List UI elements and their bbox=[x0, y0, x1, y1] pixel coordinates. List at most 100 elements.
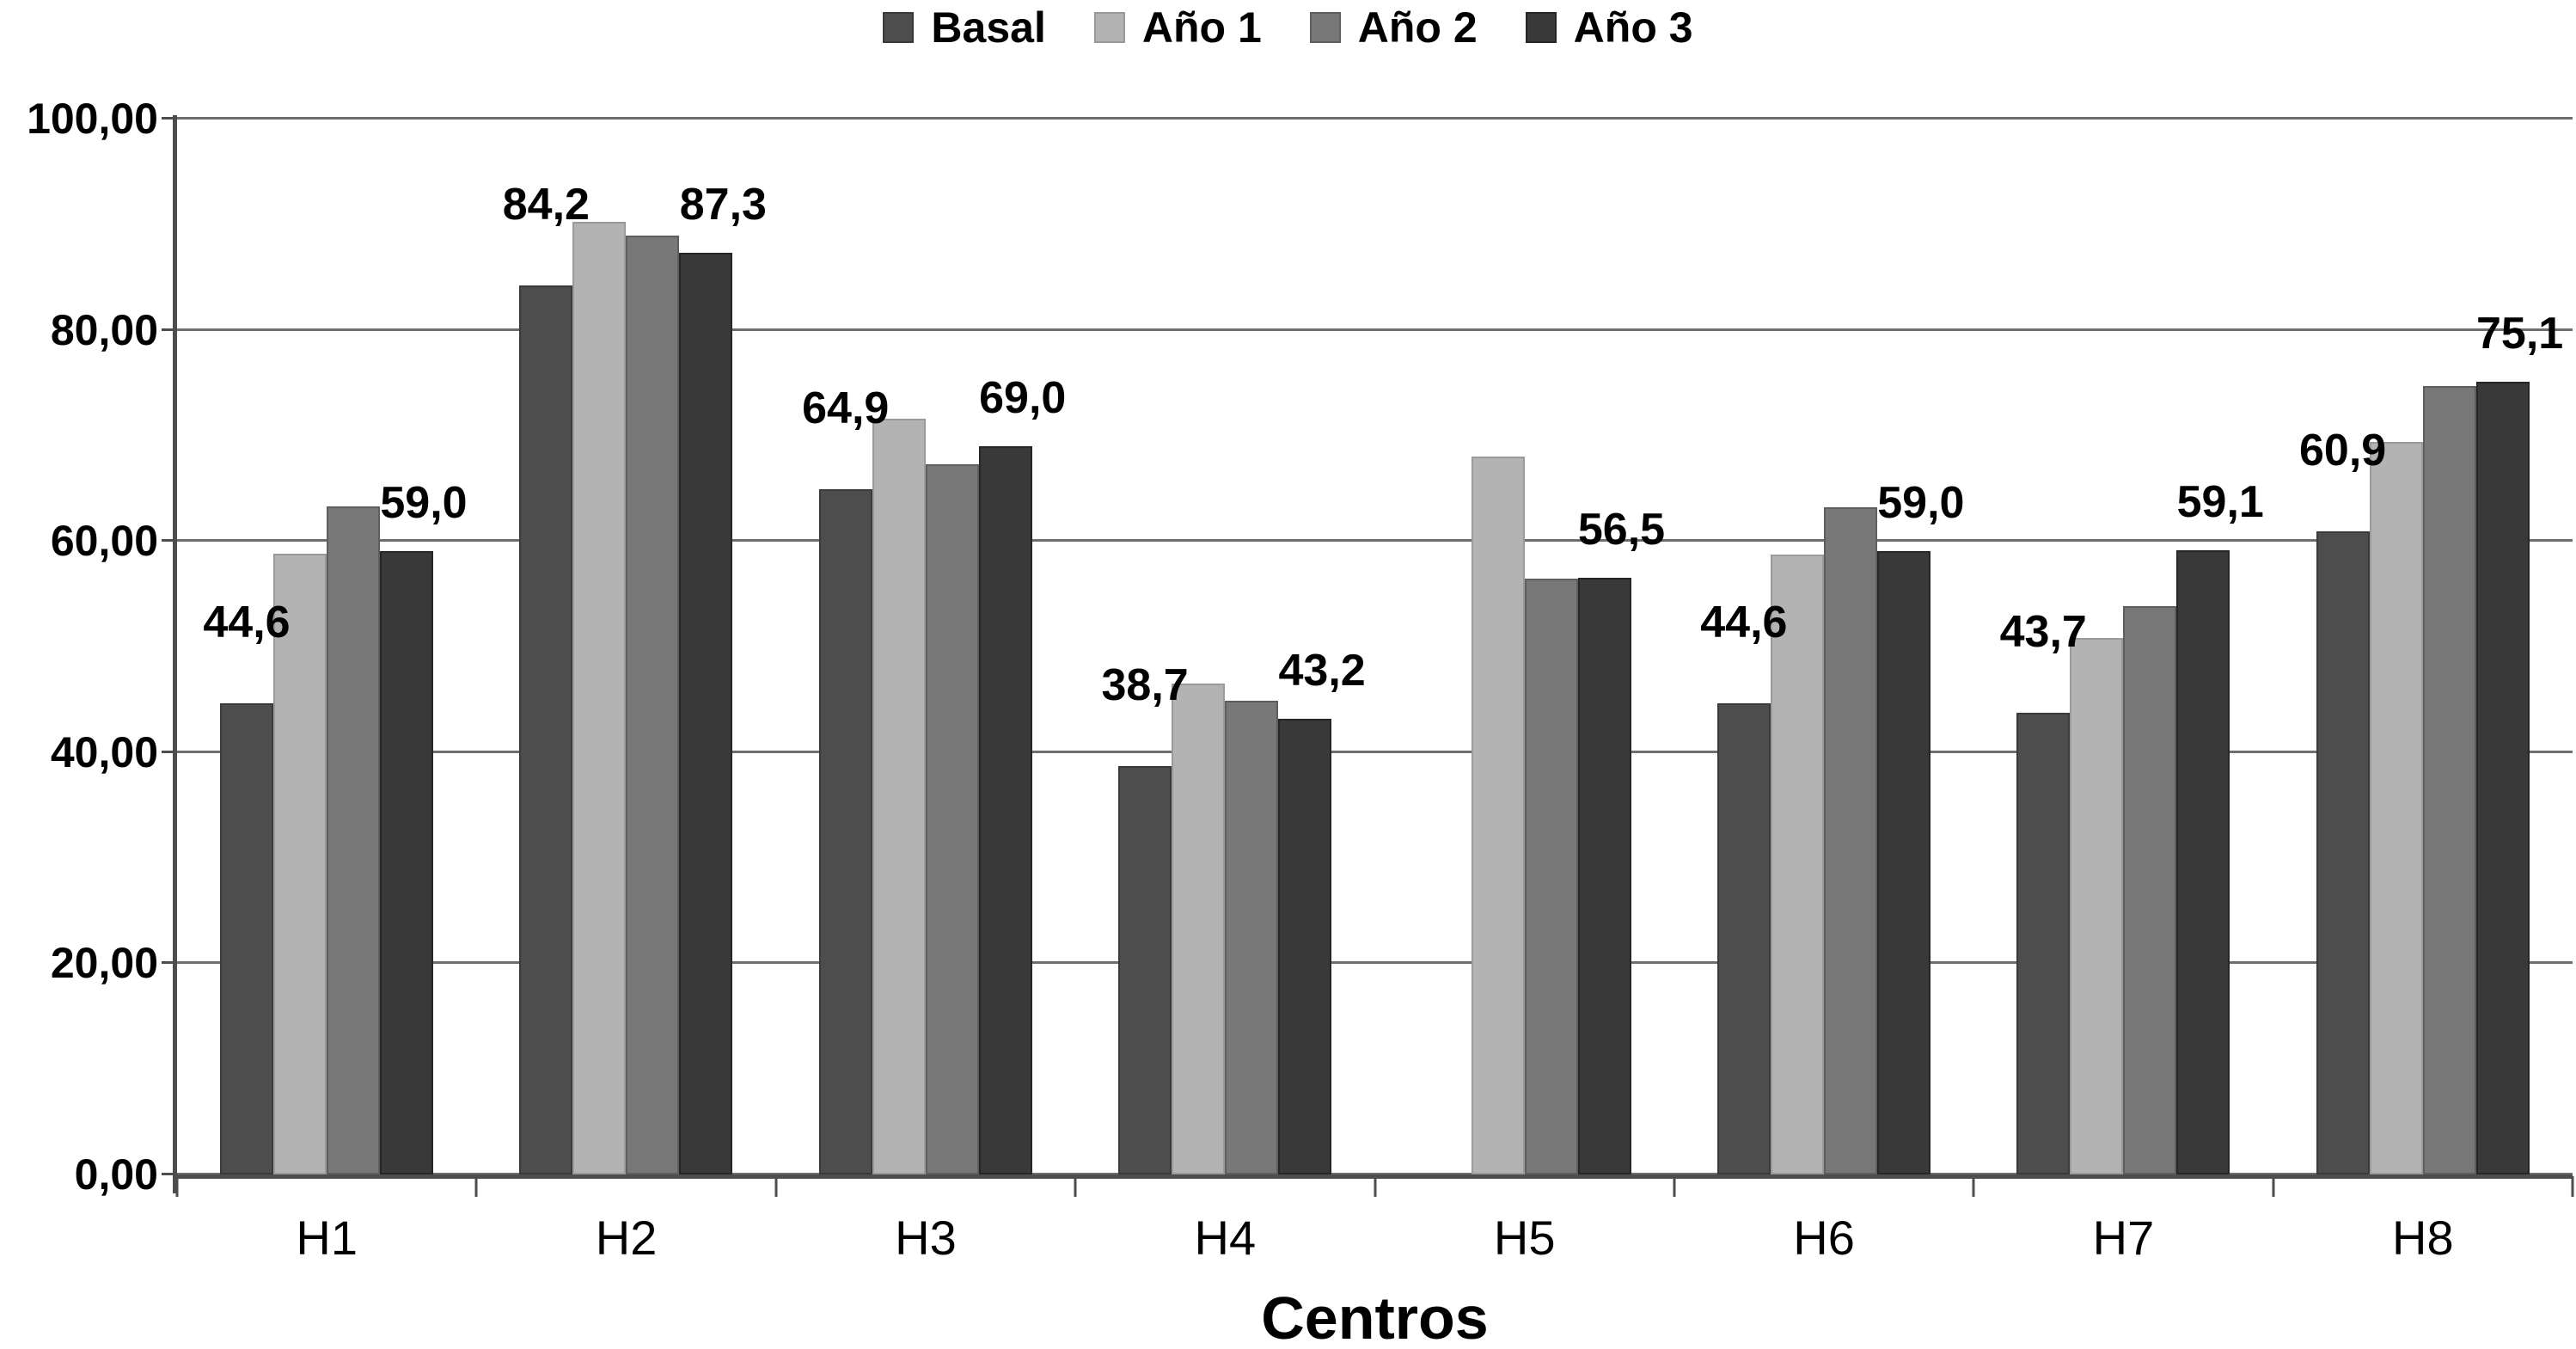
x-axis-title: Centros bbox=[1261, 1285, 1489, 1349]
y-tick-mark bbox=[162, 1173, 177, 1175]
bar-h5-ano1 bbox=[1471, 456, 1525, 1174]
bar-h3-basal bbox=[818, 489, 872, 1174]
bar-h1-ano1 bbox=[273, 553, 327, 1174]
bar-h5-ano2 bbox=[1524, 579, 1578, 1174]
bar-h6-ano1 bbox=[1770, 555, 1824, 1174]
bar-group-h4: 38,7 43,2 bbox=[1075, 119, 1374, 1174]
bar-h3-ano3 bbox=[978, 445, 1032, 1174]
bar-group-h6: 44,6 59,0 bbox=[1674, 119, 1973, 1174]
y-tick-label: 0,00 bbox=[74, 1150, 158, 1199]
bar-h4-ano1 bbox=[1172, 683, 1226, 1174]
data-label-ano3-h6: 59,0 bbox=[1877, 478, 1965, 529]
data-label-ano3-h4: 43,2 bbox=[1278, 645, 1366, 696]
bar-h6-basal bbox=[1716, 703, 1771, 1174]
y-tick-mark bbox=[162, 961, 177, 965]
bar-h4-ano3 bbox=[1278, 718, 1332, 1174]
bar-group-h8: 60,9 75,1 bbox=[2273, 119, 2573, 1174]
category-label-h1: H1 bbox=[296, 1211, 358, 1265]
data-label-basal-h2: 84,2 bbox=[502, 180, 590, 230]
y-tick-mark bbox=[162, 750, 177, 753]
bar-h1-basal bbox=[220, 703, 273, 1174]
bar-h8-ano2 bbox=[2422, 385, 2476, 1174]
legend: Basal Año 1 Año 2 Año 3 bbox=[0, 0, 2576, 55]
data-label-ano3-h3: 69,0 bbox=[979, 372, 1067, 423]
bar-h4-basal bbox=[1118, 765, 1172, 1174]
data-label-ano3-h2: 87,3 bbox=[679, 179, 767, 230]
legend-label-ano3: Año 3 bbox=[1573, 3, 1693, 52]
category-label-h5: H5 bbox=[1493, 1211, 1556, 1265]
legend-swatch-ano2 bbox=[1309, 12, 1341, 43]
category-label-h8: H8 bbox=[2392, 1211, 2454, 1265]
bar-group-h3: 64,9 69,0 bbox=[776, 119, 1075, 1174]
bar-h2-ano3 bbox=[679, 252, 733, 1174]
bar-group-h2: 84,2 87,3 bbox=[476, 119, 775, 1174]
data-label-basal-h7: 43,7 bbox=[1999, 607, 2087, 658]
plot-area: 44,6 59,0 84,2 87,3 64,9 69,0 38,7 43,2 56,5 44,6… bbox=[162, 115, 2573, 1193]
y-tick-mark bbox=[162, 328, 177, 331]
legend-swatch-ano1 bbox=[1093, 12, 1125, 43]
bar-h8-basal bbox=[2316, 531, 2370, 1174]
x-axis: H1 H2 H3 H4 H5 H6 H7 H8 bbox=[175, 1174, 2574, 1286]
bar-h5-ano3 bbox=[1577, 578, 1631, 1174]
bar-h6-ano3 bbox=[1876, 551, 1930, 1174]
bar-h7-ano2 bbox=[2123, 606, 2177, 1174]
bar-h7-ano3 bbox=[2176, 550, 2230, 1174]
data-label-basal-h3: 64,9 bbox=[802, 383, 890, 434]
bar-group-h5: 56,5 bbox=[1375, 119, 1674, 1174]
gridline bbox=[177, 117, 2573, 120]
x-tick-mark bbox=[1374, 1176, 1376, 1197]
legend-label-basal: Basal bbox=[931, 3, 1046, 52]
x-tick-mark bbox=[2571, 1176, 2574, 1197]
bar-h1-ano3 bbox=[380, 551, 433, 1174]
gridline bbox=[177, 539, 2573, 543]
bar-h7-basal bbox=[2016, 713, 2071, 1174]
x-tick-mark bbox=[774, 1176, 778, 1197]
y-tick-label: 60,00 bbox=[50, 517, 158, 566]
bar-h8-ano3 bbox=[2475, 381, 2530, 1174]
y-tick-label: 80,00 bbox=[50, 305, 158, 354]
gridlines bbox=[162, 117, 2573, 1175]
bar-h7-ano1 bbox=[2070, 638, 2124, 1174]
data-label-ano3-h8: 75,1 bbox=[2476, 308, 2564, 359]
legend-swatch-basal bbox=[883, 12, 915, 43]
legend-item-basal: Basal bbox=[883, 3, 1046, 52]
x-tick-mark bbox=[474, 1176, 478, 1197]
data-label-basal-h6: 44,6 bbox=[1700, 598, 1788, 648]
x-tick-mark bbox=[1074, 1176, 1077, 1197]
category-label-h4: H4 bbox=[1194, 1211, 1257, 1265]
gridline bbox=[177, 328, 2573, 331]
bar-h1-ano2 bbox=[327, 506, 380, 1174]
bar-h2-ano2 bbox=[626, 236, 680, 1174]
gridline bbox=[177, 750, 2573, 753]
data-label-basal-h8: 60,9 bbox=[2299, 426, 2387, 476]
y-tick-label: 20,00 bbox=[50, 939, 158, 988]
data-label-ano3-h1: 59,0 bbox=[380, 478, 468, 529]
bars: 44,6 59,0 84,2 87,3 64,9 69,0 38,7 43,2 56,5 44,6… bbox=[177, 119, 2573, 1174]
x-tick-mark bbox=[2272, 1176, 2275, 1197]
y-axis: 0,00 20,00 40,00 60,00 80,00 100,00 bbox=[0, 97, 158, 1196]
data-label-ano3-h7: 59,1 bbox=[2176, 477, 2264, 528]
legend-swatch-ano3 bbox=[1525, 12, 1557, 43]
bar-h8-ano1 bbox=[2369, 441, 2423, 1174]
category-label-h2: H2 bbox=[595, 1211, 658, 1265]
y-tick-mark bbox=[162, 117, 177, 120]
category-label-h3: H3 bbox=[895, 1211, 957, 1265]
gridline bbox=[177, 1173, 2573, 1175]
legend-item-ano2: Año 2 bbox=[1309, 3, 1478, 52]
data-label-ano3-h5: 56,5 bbox=[1577, 505, 1666, 555]
bar-h3-ano1 bbox=[872, 418, 926, 1174]
x-tick-mark bbox=[1673, 1176, 1676, 1197]
data-label-basal-h1: 44,6 bbox=[203, 598, 291, 648]
y-tick-label: 40,00 bbox=[50, 727, 158, 776]
legend-item-ano1: Año 1 bbox=[1093, 3, 1262, 52]
legend-item-ano3: Año 3 bbox=[1525, 3, 1693, 52]
bar-h4-ano2 bbox=[1225, 700, 1279, 1174]
x-tick-mark bbox=[175, 1176, 179, 1197]
y-tick-mark bbox=[162, 539, 177, 543]
bar-h6-ano2 bbox=[1823, 506, 1877, 1174]
gridline bbox=[177, 961, 2573, 965]
bar-h2-basal bbox=[519, 285, 573, 1174]
bar-group-h7: 43,7 59,1 bbox=[1973, 119, 2273, 1174]
legend-label-ano1: Año 1 bbox=[1141, 3, 1262, 52]
